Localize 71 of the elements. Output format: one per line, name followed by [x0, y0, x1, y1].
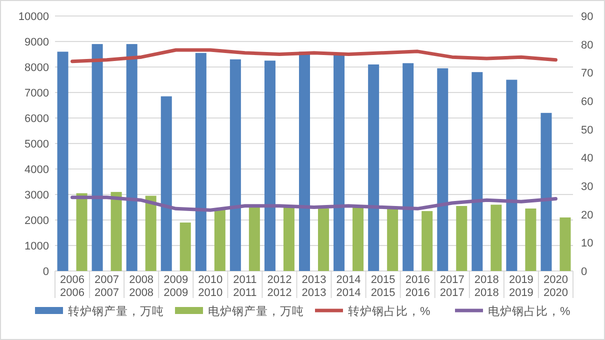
x-tick-label: 2011 2011	[233, 274, 257, 299]
x-tick-label: 2020 2020	[543, 274, 568, 299]
bar	[472, 72, 483, 271]
y2-tick-label: 30	[581, 181, 594, 193]
x-tick-label: 2008 2008	[129, 274, 154, 299]
bar	[490, 204, 502, 271]
x-tick-label: 2015 2015	[370, 274, 396, 299]
x-tick-label: 2016 2016	[405, 274, 430, 299]
x-tick-label: 2017 2017	[440, 274, 464, 299]
x-tick-label: 2010 2010	[198, 274, 223, 299]
legend-label: 电炉钢占比，%	[488, 304, 570, 318]
x-tick-label: 2014 2014	[336, 274, 361, 299]
legend-label: 转炉钢产量，万吨	[68, 304, 164, 318]
y2-tick-label: 50	[581, 124, 594, 136]
bar	[318, 208, 329, 271]
y2-tick-label: 90	[581, 11, 594, 23]
bar	[230, 59, 241, 271]
bar	[145, 196, 156, 271]
y-tick-label: 0	[42, 266, 49, 278]
bar	[57, 52, 68, 271]
y2-tick-label: 0	[581, 266, 588, 278]
legend-label: 电炉钢产量，万吨	[208, 304, 304, 318]
line-series	[70, 196, 558, 212]
bar	[76, 193, 88, 271]
bar	[352, 206, 364, 271]
y-tick-label: 3000	[24, 190, 49, 202]
y-tick-label: 1000	[24, 240, 49, 252]
y-tick-label: 2000	[24, 215, 49, 227]
y2-tick-label: 10	[581, 238, 594, 250]
bar	[387, 208, 398, 271]
bar	[334, 54, 345, 271]
y-tick-label: 7000	[24, 88, 49, 100]
bar	[437, 68, 448, 271]
y2-tick-label: 40	[581, 152, 594, 165]
bar	[456, 206, 468, 271]
bar	[283, 207, 294, 271]
y-tick-label: 4000	[24, 164, 49, 176]
bar	[560, 217, 571, 271]
bar	[126, 44, 138, 271]
y2-tick-label: 60	[581, 96, 594, 108]
bar	[160, 96, 172, 271]
x-tick-label: 2019 2019	[508, 274, 534, 299]
y-tick-label: 10000	[18, 11, 49, 23]
x-tick-label: 2013 2013	[302, 274, 326, 299]
x-tick-label: 2018 2018	[474, 274, 499, 299]
bar	[402, 63, 414, 271]
line-series	[70, 48, 558, 64]
bar	[368, 64, 380, 271]
x-tick-label: 2012 2012	[267, 274, 292, 299]
bar	[422, 211, 433, 271]
y-tick-label: 8000	[24, 62, 49, 74]
y2-tick-label: 70	[581, 68, 594, 80]
bar	[180, 222, 191, 271]
legend-label: 转炉钢占比，%	[348, 304, 430, 318]
bar	[92, 44, 103, 271]
y-tick-label: 6000	[24, 113, 49, 125]
bar	[540, 112, 552, 271]
bar	[264, 60, 276, 271]
bar	[110, 192, 122, 271]
bar	[506, 80, 518, 271]
bar	[525, 208, 536, 271]
x-tick-label: 2009 2009	[164, 274, 188, 299]
bar	[248, 207, 260, 271]
y2-tick-label: 80	[581, 39, 594, 52]
y-tick-label: 5000	[24, 138, 49, 150]
bar	[195, 52, 206, 271]
bar	[214, 210, 226, 271]
y2-tick-label: 20	[581, 209, 594, 222]
y-tick-label: 9000	[24, 36, 49, 48]
x-tick-label: 2007 2007	[94, 274, 120, 299]
x-tick-label: 2006 2006	[60, 274, 85, 299]
